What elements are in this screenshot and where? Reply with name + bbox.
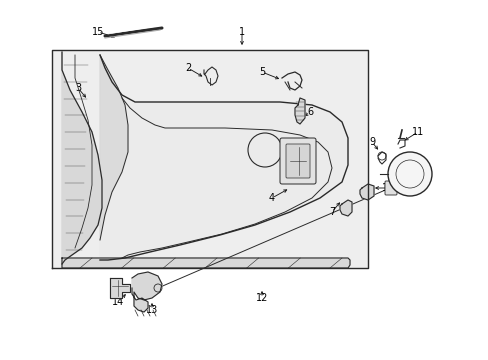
Polygon shape — [62, 52, 102, 264]
FancyBboxPatch shape — [384, 181, 396, 195]
Text: 10: 10 — [381, 183, 393, 193]
Text: 1: 1 — [239, 27, 244, 37]
Polygon shape — [62, 258, 349, 268]
Circle shape — [387, 152, 431, 196]
Polygon shape — [110, 278, 130, 298]
Text: 15: 15 — [92, 27, 104, 37]
Text: 4: 4 — [268, 193, 274, 203]
FancyBboxPatch shape — [280, 138, 315, 184]
Polygon shape — [52, 50, 367, 268]
Text: 9: 9 — [368, 137, 374, 147]
Text: 11: 11 — [411, 127, 423, 137]
Text: 2: 2 — [184, 63, 191, 73]
Text: 3: 3 — [75, 83, 81, 93]
Text: 13: 13 — [145, 305, 158, 315]
Polygon shape — [100, 55, 347, 260]
FancyBboxPatch shape — [285, 144, 309, 178]
Polygon shape — [294, 98, 305, 124]
Text: 12: 12 — [255, 293, 267, 303]
Polygon shape — [359, 184, 373, 200]
Text: 5: 5 — [258, 67, 264, 77]
Text: 8: 8 — [424, 167, 430, 177]
Polygon shape — [339, 200, 351, 216]
Text: 7: 7 — [328, 207, 334, 217]
Polygon shape — [132, 272, 162, 312]
Text: 6: 6 — [306, 107, 312, 117]
Text: 14: 14 — [112, 297, 124, 307]
Polygon shape — [100, 55, 128, 240]
